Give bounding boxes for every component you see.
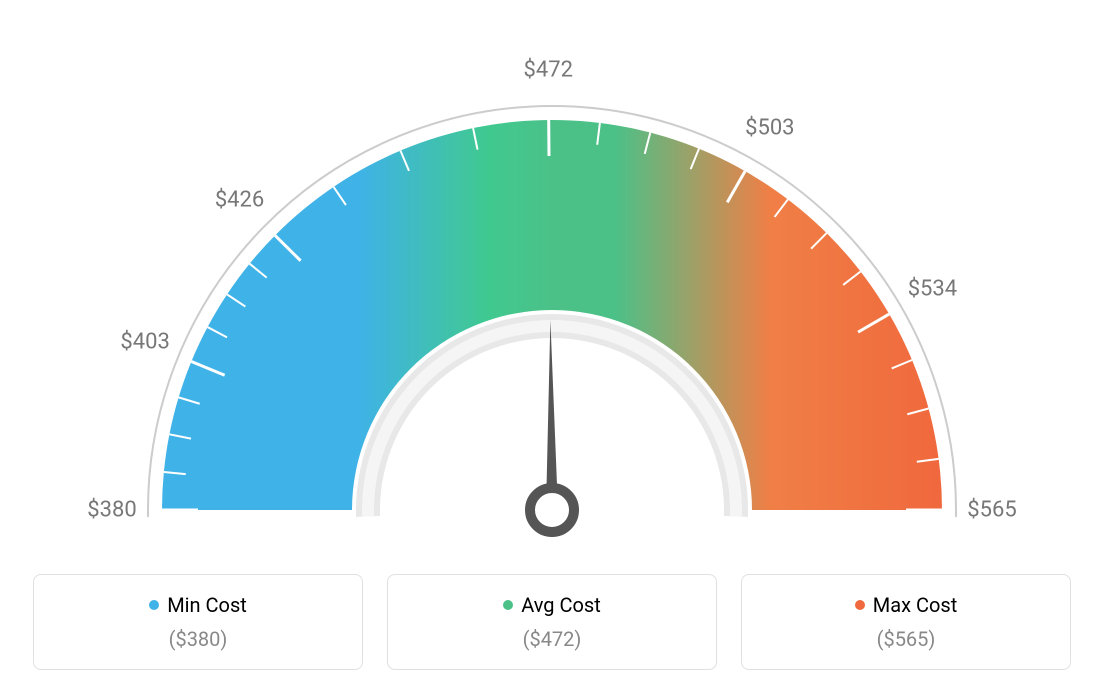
legend-value-avg: ($472): [388, 627, 716, 651]
legend-text-avg: Avg Cost: [521, 593, 601, 617]
gauge-svg: [0, 30, 1104, 590]
legend-value-max: ($565): [742, 627, 1070, 651]
legend-card-min: Min Cost ($380): [33, 574, 363, 670]
gauge-tick-label: $503: [745, 115, 794, 140]
legend-dot-max: [855, 600, 865, 610]
gauge-tick-label: $534: [908, 276, 957, 301]
gauge-tick-label: $426: [215, 188, 264, 213]
legend-text-max: Max Cost: [873, 593, 958, 617]
gauge-tick-label: $472: [524, 58, 573, 83]
legend-label-max: Max Cost: [742, 593, 1070, 617]
gauge-chart: $380 $403 $426 $472 $503 $534 $565: [0, 0, 1104, 550]
legend-card-max: Max Cost ($565): [741, 574, 1071, 670]
legend-card-avg: Avg Cost ($472): [387, 574, 717, 670]
gauge-tick-label: $403: [120, 330, 169, 355]
legend-text-min: Min Cost: [167, 593, 247, 617]
legend-value-min: ($380): [34, 627, 362, 651]
legend-label-avg: Avg Cost: [388, 593, 716, 617]
legend: Min Cost ($380) Avg Cost ($472) Max Cost…: [33, 574, 1071, 670]
legend-dot-min: [149, 600, 159, 610]
legend-label-min: Min Cost: [34, 593, 362, 617]
legend-dot-avg: [503, 600, 513, 610]
gauge-tick-label: $565: [967, 498, 1016, 523]
gauge-tick-label: $380: [87, 498, 136, 523]
